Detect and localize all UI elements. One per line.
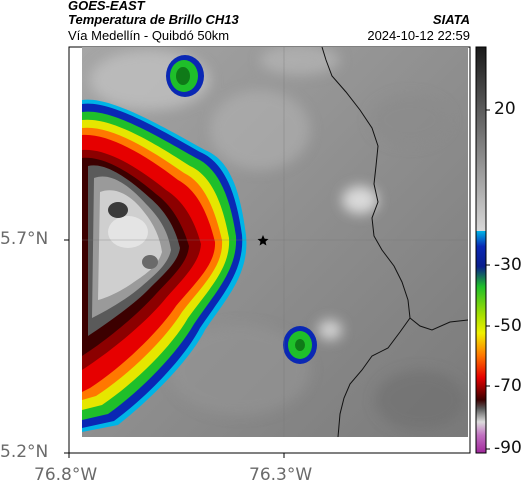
colorbar-tick-label: -90 xyxy=(494,438,522,458)
satellite-label: GOES-EAST xyxy=(68,0,145,13)
product-title: Temperatura de Brillo CH13 xyxy=(68,12,239,27)
timestamp-label: 2024-10-12 22:59 xyxy=(367,28,470,43)
axis-ticks xyxy=(64,239,285,458)
plot-bottom-margin xyxy=(82,437,468,452)
star-marker xyxy=(257,235,269,246)
boundary-line-south xyxy=(337,317,411,437)
lat-tick-label: 5.7°N xyxy=(0,229,49,249)
region-label: Vía Medellín - Quibdó 50km xyxy=(68,28,230,43)
small-storm-cell-south xyxy=(283,326,317,364)
colorbar-tick-label: 20 xyxy=(494,99,516,119)
colorbar-tick-label: -70 xyxy=(494,376,522,396)
boundary-line xyxy=(321,47,468,331)
colorbar-tick-label: -30 xyxy=(494,255,522,275)
convective-cloud xyxy=(82,99,247,432)
small-storm-cell-north xyxy=(166,55,204,97)
lon-tick-label: 76.8°W xyxy=(34,465,98,485)
source-label: SIATA xyxy=(432,12,470,27)
colorbar xyxy=(475,46,490,454)
lat-tick-label: 5.2°N xyxy=(0,442,49,462)
lon-tick-label: 76.3°W xyxy=(249,465,313,485)
colorbar-tick-label: -50 xyxy=(494,316,522,336)
